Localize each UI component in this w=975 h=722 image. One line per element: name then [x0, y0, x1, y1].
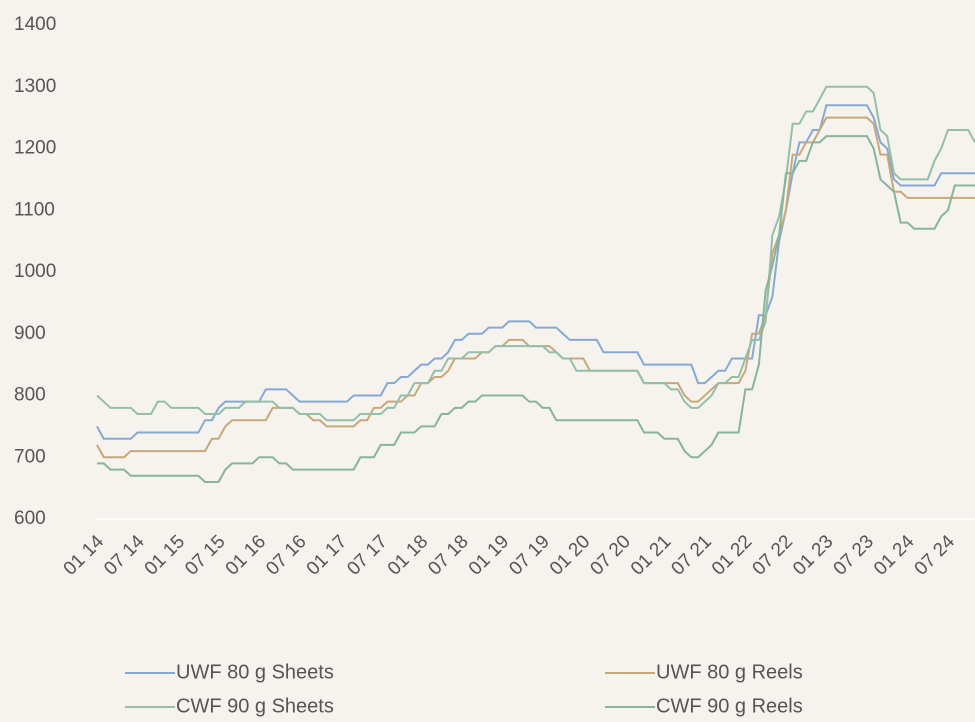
- x-tick-label: 07 16: [262, 531, 310, 579]
- x-tick-label: 01 24: [870, 531, 919, 580]
- x-tick-label: 07 24: [911, 531, 960, 580]
- x-tick-label: 01 16: [222, 531, 270, 579]
- x-tick-label: 07 19: [505, 531, 553, 579]
- x-tick-label: 01 17: [303, 531, 351, 579]
- x-tick-label: 07 20: [586, 531, 634, 579]
- x-tick-label: 01 23: [789, 531, 837, 579]
- y-tick-label: 900: [14, 323, 46, 344]
- series-line: [96, 116, 975, 459]
- series-line: [96, 104, 975, 440]
- y-tick-label: 1200: [14, 138, 56, 159]
- legend-label: CWF 90 g Sheets: [176, 695, 334, 717]
- x-tick-label: 07 15: [181, 531, 229, 579]
- x-tick-label: 07 23: [830, 531, 878, 579]
- y-tick-label: 600: [14, 508, 46, 529]
- x-tick-label: 01 14: [60, 531, 109, 580]
- x-tick-label: 01 21: [627, 531, 675, 579]
- legend-label: CWF 90 g Reels: [656, 695, 803, 717]
- x-tick-label: 07 21: [667, 531, 715, 579]
- y-tick-label: 1100: [14, 199, 55, 220]
- x-tick-label: 01 15: [141, 531, 189, 579]
- x-tick-label: 01 22: [708, 531, 756, 579]
- x-tick-label: 07 18: [424, 531, 472, 579]
- y-tick-label: 1400: [14, 14, 56, 35]
- series-line: [97, 135, 975, 483]
- legend-label: UWF 80 g Sheets: [176, 661, 334, 683]
- x-tick-label: 01 18: [384, 531, 432, 579]
- legend-label: UWF 80 g Reels: [656, 661, 803, 683]
- x-tick-label: 07 22: [749, 531, 797, 579]
- y-tick-label: 700: [14, 446, 46, 467]
- y-tick-label: 1000: [14, 261, 56, 282]
- x-tick-label: 01 20: [546, 531, 594, 579]
- x-tick-label: 07 17: [343, 531, 391, 579]
- y-tick-label: 800: [14, 385, 46, 406]
- x-tick-label: 01 19: [465, 531, 513, 579]
- x-tick-label: 07 14: [100, 531, 149, 580]
- series-line: [96, 85, 975, 422]
- y-tick-label: 1300: [14, 76, 56, 97]
